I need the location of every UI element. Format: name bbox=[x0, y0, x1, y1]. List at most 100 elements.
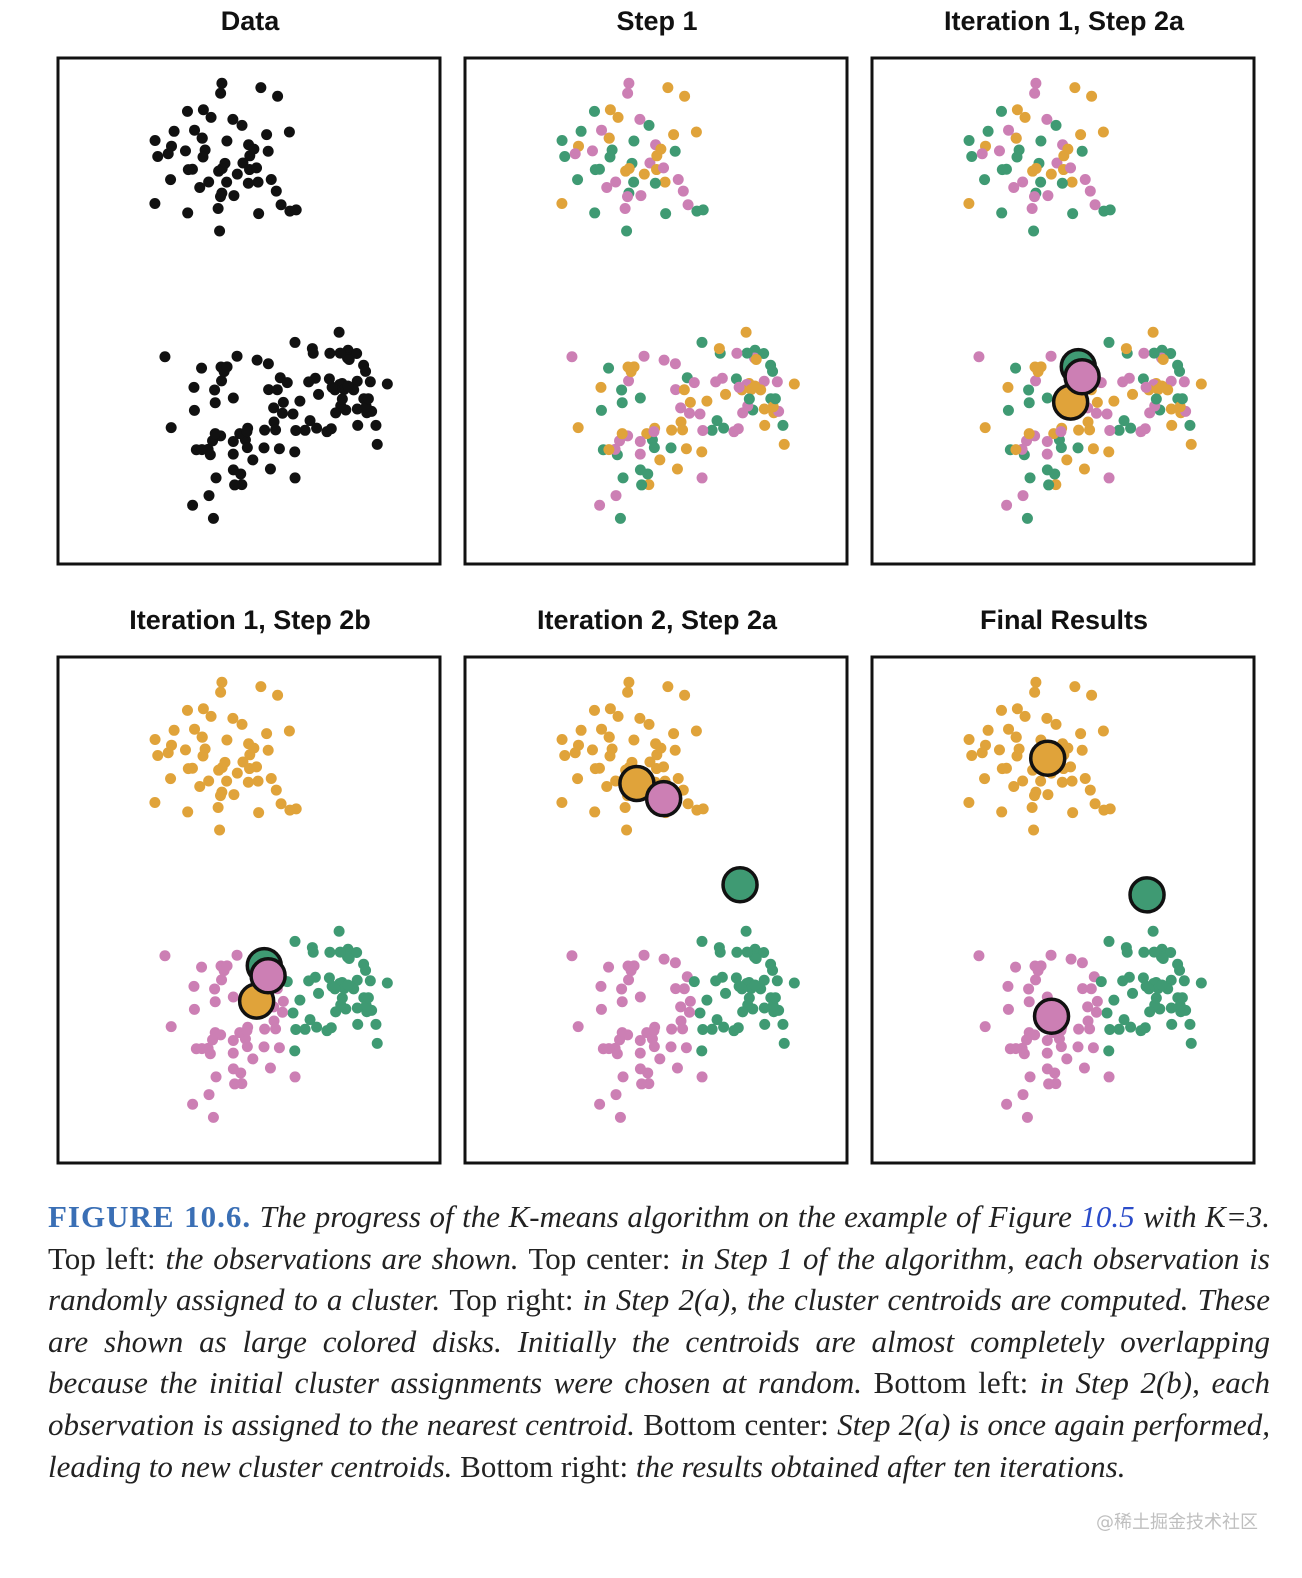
data-point bbox=[572, 1021, 584, 1033]
centroid-marker bbox=[644, 779, 683, 818]
data-point bbox=[1097, 725, 1109, 737]
data-point bbox=[227, 1047, 239, 1059]
data-point bbox=[701, 994, 713, 1006]
data-point bbox=[228, 789, 240, 801]
data-point bbox=[655, 742, 667, 754]
data-point bbox=[1041, 392, 1053, 404]
data-point bbox=[684, 396, 696, 408]
data-point bbox=[275, 798, 287, 810]
data-point bbox=[1079, 773, 1091, 785]
data-point bbox=[669, 145, 681, 157]
data-point bbox=[283, 725, 295, 737]
data-point bbox=[287, 408, 299, 420]
data-point bbox=[1021, 512, 1033, 524]
data-point bbox=[672, 174, 684, 186]
data-point bbox=[258, 1041, 270, 1053]
data-point bbox=[1061, 1053, 1073, 1065]
data-point bbox=[248, 143, 260, 155]
data-point bbox=[179, 145, 191, 157]
data-point bbox=[679, 689, 691, 701]
data-point bbox=[152, 750, 164, 762]
figure-reference-link[interactable]: 10.5 bbox=[1080, 1199, 1135, 1234]
data-point bbox=[668, 129, 680, 141]
data-point bbox=[281, 377, 293, 389]
data-point bbox=[666, 424, 678, 436]
data-point bbox=[251, 761, 263, 773]
data-point bbox=[1118, 415, 1130, 427]
data-point bbox=[1117, 376, 1129, 388]
data-point bbox=[1077, 983, 1089, 995]
data-point bbox=[648, 1041, 660, 1053]
data-point bbox=[313, 388, 325, 400]
data-point bbox=[247, 1053, 259, 1065]
data-point bbox=[323, 373, 335, 385]
data-point bbox=[227, 435, 239, 447]
data-point bbox=[696, 336, 708, 348]
data-point bbox=[758, 375, 770, 387]
data-point bbox=[731, 347, 743, 359]
data-point bbox=[694, 408, 706, 420]
data-point bbox=[351, 1002, 363, 1014]
data-point bbox=[188, 404, 200, 416]
data-point bbox=[306, 343, 318, 355]
data-point bbox=[1029, 686, 1041, 698]
data-point bbox=[660, 208, 672, 220]
data-point bbox=[594, 1098, 606, 1110]
data-point bbox=[697, 424, 709, 436]
centroid-marker bbox=[1028, 739, 1067, 777]
data-point bbox=[1195, 977, 1207, 989]
panel-title: Final Results bbox=[979, 605, 1149, 635]
data-point bbox=[1138, 946, 1150, 958]
data-point bbox=[181, 704, 193, 716]
data-point bbox=[658, 761, 670, 773]
data-point bbox=[299, 424, 311, 436]
data-point bbox=[227, 448, 239, 460]
data-point bbox=[1104, 204, 1116, 216]
data-point bbox=[1023, 983, 1035, 995]
data-point bbox=[326, 381, 338, 393]
data-point bbox=[1024, 472, 1036, 484]
data-point bbox=[371, 1037, 383, 1049]
data-point bbox=[229, 1078, 241, 1090]
data-point bbox=[575, 125, 587, 137]
data-point bbox=[303, 376, 315, 388]
data-point bbox=[1147, 925, 1159, 937]
data-point bbox=[251, 354, 263, 366]
data-point bbox=[1157, 953, 1169, 965]
data-point bbox=[684, 995, 696, 1007]
data-point bbox=[1101, 408, 1113, 420]
data-point bbox=[603, 961, 615, 973]
data-point bbox=[659, 176, 671, 188]
data-point bbox=[648, 1025, 660, 1037]
data-point bbox=[996, 763, 1008, 775]
data-point bbox=[1144, 1006, 1156, 1018]
data-point bbox=[1043, 1078, 1055, 1090]
data-point bbox=[196, 132, 208, 144]
data-point bbox=[213, 165, 225, 177]
data-point bbox=[741, 347, 753, 359]
data-point bbox=[566, 950, 578, 962]
data-point bbox=[1008, 781, 1020, 793]
data-point bbox=[1035, 135, 1047, 147]
data-point bbox=[730, 373, 742, 385]
data-point bbox=[1090, 1006, 1102, 1018]
data-point bbox=[1185, 1037, 1197, 1049]
data-point bbox=[1010, 444, 1022, 456]
data-point bbox=[215, 790, 227, 802]
data-point bbox=[733, 980, 745, 992]
data-point bbox=[1002, 980, 1014, 992]
data-point bbox=[595, 980, 607, 992]
data-point bbox=[270, 1023, 282, 1035]
data-point bbox=[696, 1071, 708, 1083]
data-point bbox=[604, 750, 616, 762]
data-point bbox=[289, 446, 301, 458]
data-point bbox=[750, 354, 762, 366]
data-point bbox=[229, 479, 241, 491]
data-point bbox=[1091, 995, 1103, 1007]
data-point bbox=[196, 731, 208, 743]
data-point bbox=[1157, 354, 1169, 366]
panel-title: Data bbox=[220, 6, 280, 36]
panel-it1-step2b: Iteration 1, Step 2b bbox=[56, 605, 444, 1165]
data-point bbox=[710, 376, 722, 388]
data-point bbox=[215, 191, 227, 203]
